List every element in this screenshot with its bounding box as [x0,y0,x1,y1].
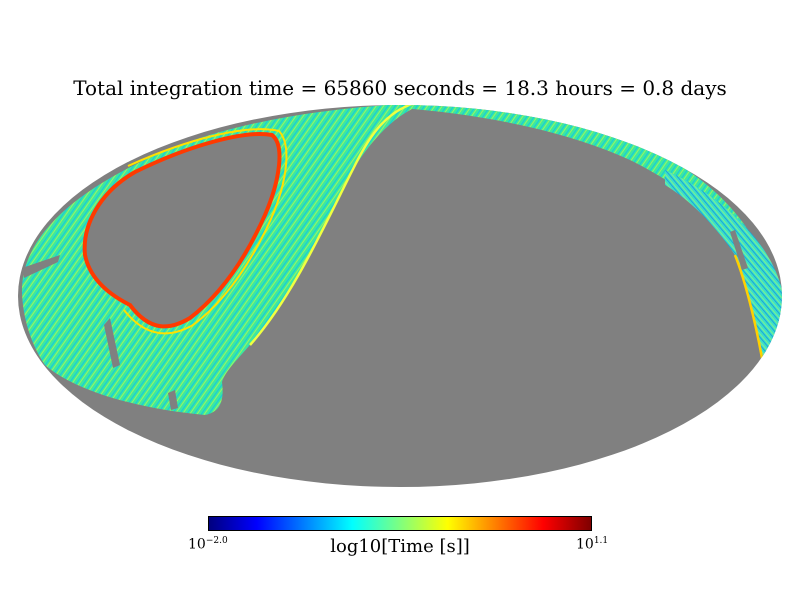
gap-streak [730,230,748,270]
chart-title: Total integration time = 65860 seconds =… [73,76,727,100]
colorbar-min-tick: 10−2.0 [188,536,228,553]
hole-rim [82,132,282,329]
colorbar [208,516,592,531]
gap-streak [168,390,178,410]
unobserved-hole [84,134,280,327]
right-band-edge [733,254,764,359]
hole-rim-glow [123,128,288,335]
colorbar-label: log10[Time [s]] [330,536,470,557]
band-edge [249,105,413,346]
colorbar-max-tick: 101.1 [576,536,609,553]
gap-streak [104,318,120,368]
gap-streak [22,255,60,278]
